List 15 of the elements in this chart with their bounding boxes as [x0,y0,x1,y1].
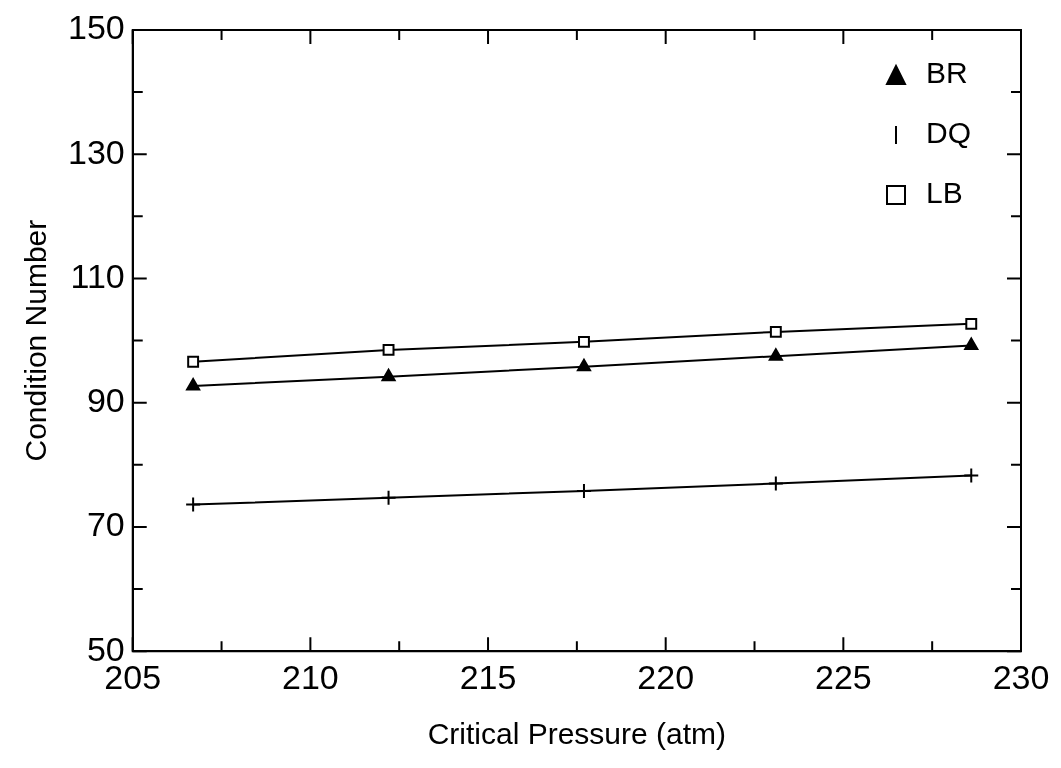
legend-label: BR [926,56,968,90]
y-tick-label: 70 [86,505,125,544]
legend-label: DQ [926,116,971,150]
x-axis-title: Critical Pressure (atm) [427,717,727,751]
y-axis-title: Condition Number [19,219,53,462]
legend-label: LB [926,176,963,210]
x-tick-label: 220 [637,657,695,696]
x-tick-label: 215 [459,657,517,696]
y-tick-label: 130 [67,132,125,171]
x-tick-label: 210 [282,657,339,696]
x-tick-label: 225 [814,657,872,696]
y-tick-label: 90 [86,381,125,420]
x-tick-label: 230 [992,657,1050,696]
y-tick-label: 150 [67,8,125,47]
y-tick-label: 110 [70,256,125,295]
